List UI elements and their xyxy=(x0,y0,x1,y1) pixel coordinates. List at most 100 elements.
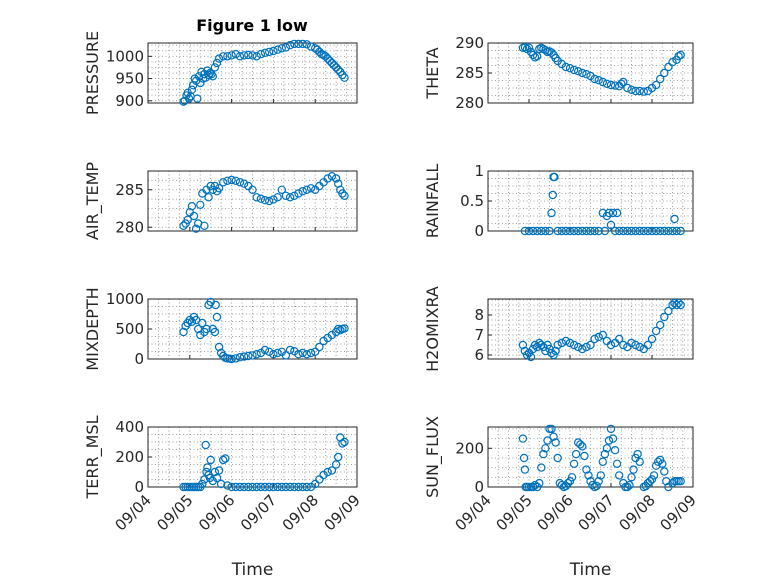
h2omixra-subplot: 6 7 8 H2OMIXRA xyxy=(423,286,694,372)
y-tick-label: 400 xyxy=(115,418,144,436)
data-point xyxy=(519,453,529,463)
data-point xyxy=(260,195,270,205)
y-tick-label: 950 xyxy=(115,70,144,88)
y-tick-label: 1 xyxy=(474,162,484,180)
data-point xyxy=(567,473,577,482)
data-point xyxy=(311,479,320,489)
data-point xyxy=(212,312,222,322)
data-point xyxy=(639,87,649,96)
data-point xyxy=(617,79,626,89)
data-point xyxy=(298,482,307,492)
data-point xyxy=(561,336,571,346)
x-tick-label: 09/04 xyxy=(112,491,155,534)
data-point xyxy=(627,473,636,482)
data-point xyxy=(281,351,291,360)
data-point xyxy=(306,348,316,358)
data-point xyxy=(547,348,556,358)
data-point xyxy=(548,190,558,200)
data-point xyxy=(321,52,330,61)
data-point xyxy=(582,226,591,236)
data-point xyxy=(265,196,274,206)
data-point xyxy=(600,226,610,236)
data-point xyxy=(563,478,573,488)
data-point xyxy=(290,191,299,200)
data-point xyxy=(273,193,282,202)
data-point xyxy=(647,334,657,344)
data-point xyxy=(231,176,240,185)
y-tick-label: 280 xyxy=(455,94,484,112)
data-point xyxy=(565,477,575,486)
y-tick-label: 285 xyxy=(115,181,144,199)
data-point xyxy=(545,226,554,236)
data-point xyxy=(223,481,232,490)
data-point xyxy=(553,226,562,236)
data-point xyxy=(672,300,681,310)
data-point xyxy=(290,482,299,492)
data-point xyxy=(235,482,245,492)
data-point xyxy=(315,342,324,352)
data-point xyxy=(627,85,636,95)
data-point xyxy=(571,449,581,459)
data-point xyxy=(586,340,595,350)
data-point xyxy=(664,226,673,236)
data-point xyxy=(256,482,266,492)
data-point xyxy=(549,432,558,441)
x-tick-label: 09/08 xyxy=(616,491,659,534)
y-tick-label: 200 xyxy=(115,448,144,466)
data-point xyxy=(223,52,232,61)
data-point xyxy=(565,63,575,73)
y-axis-label: MIXDEPTH xyxy=(83,287,102,370)
data-point xyxy=(569,65,579,75)
data-point xyxy=(561,62,571,72)
data-point xyxy=(522,350,532,360)
data-point xyxy=(323,174,332,183)
data-point xyxy=(281,191,291,200)
data-point xyxy=(248,185,257,194)
data-point xyxy=(231,49,240,59)
data-point xyxy=(557,338,567,348)
data-point xyxy=(231,482,240,492)
y-axis-label: RAINFALL xyxy=(423,164,442,239)
data-point xyxy=(196,200,205,209)
data-point xyxy=(200,475,209,484)
data-point xyxy=(578,442,587,451)
data-point xyxy=(598,330,608,340)
data-point xyxy=(635,457,644,466)
data-point xyxy=(623,226,632,236)
data-point xyxy=(221,454,230,463)
data-point xyxy=(244,482,253,492)
data-point xyxy=(582,69,591,79)
data-point xyxy=(553,340,562,350)
data-point xyxy=(191,224,201,233)
data-point xyxy=(338,439,347,448)
data-point xyxy=(598,77,608,87)
data-point xyxy=(231,354,240,363)
data-point xyxy=(635,342,644,352)
data-point xyxy=(635,86,644,96)
data-point xyxy=(594,477,603,486)
data-point xyxy=(277,185,286,194)
data-point xyxy=(180,96,189,106)
data-point xyxy=(306,184,316,193)
y-axis-label: SUN_FLUX xyxy=(423,416,443,498)
data-point xyxy=(214,54,224,63)
data-point xyxy=(598,457,608,466)
data-point xyxy=(574,342,583,352)
data-point xyxy=(590,74,599,84)
data-point xyxy=(212,473,222,483)
x-tick-label: 09/06 xyxy=(195,491,238,534)
data-point xyxy=(285,482,295,492)
data-point xyxy=(604,208,614,218)
axes-frame xyxy=(487,298,694,360)
data-point xyxy=(569,459,579,468)
data-point xyxy=(584,471,593,480)
axes-frame xyxy=(147,42,358,104)
data-point xyxy=(608,208,618,218)
data-point xyxy=(269,482,278,492)
data-point xyxy=(273,482,282,492)
data-point xyxy=(216,479,226,489)
data-point xyxy=(338,70,347,80)
data-point xyxy=(537,463,546,472)
